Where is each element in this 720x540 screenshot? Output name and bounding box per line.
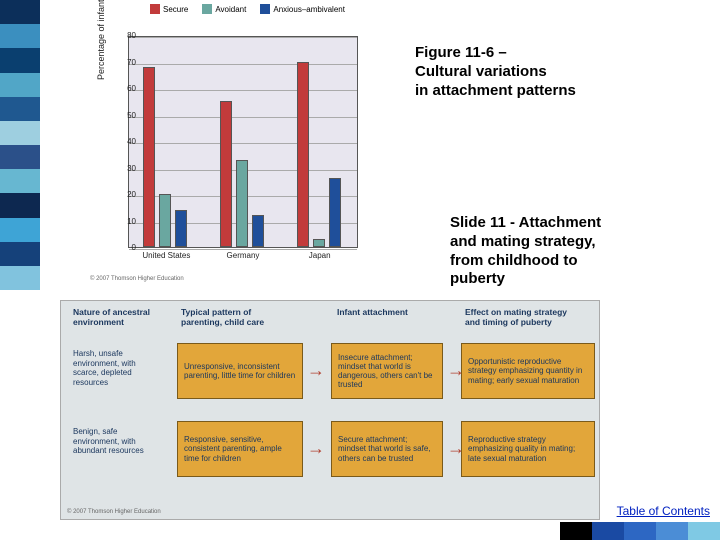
xlabel: Japan: [281, 251, 358, 260]
diagram-cell: Unresponsive, inconsistent parenting, li…: [177, 343, 303, 399]
caption1-line1: Figure 11-6 –: [415, 44, 507, 61]
caption2-line2: and mating strategy,: [450, 233, 596, 250]
ytick: 20: [114, 190, 136, 199]
caption2-line4: puberty: [450, 270, 505, 287]
diagram-row-label: Harsh, unsafe environment, with scarce, …: [73, 349, 163, 387]
bar-Japan-Secure: [297, 62, 309, 248]
bar-United States-Avoidant: [159, 194, 171, 247]
arrow-icon: →: [307, 361, 325, 379]
ytick: 60: [114, 84, 136, 93]
chart-legend: Secure Avoidant Anxious–ambivalent: [150, 4, 345, 14]
legend-item: Avoidant: [202, 4, 246, 14]
ytick: 10: [114, 217, 136, 226]
legend-item: Anxious–ambivalent: [260, 4, 345, 14]
diagram-cell: Reproductive strategy emphasizing qualit…: [461, 421, 595, 477]
diagram-cell: Secure attachment; mindset that world is…: [331, 421, 443, 477]
diagram-header: Effect on mating strategyand timing of p…: [465, 307, 595, 327]
legend-item: Secure: [150, 4, 188, 14]
arrow-icon: →: [307, 439, 325, 457]
bar-Japan-Anxious–ambivalent: [329, 178, 341, 247]
ytick: 40: [114, 137, 136, 146]
caption2-line1: Slide 11 - Attachment: [450, 214, 601, 231]
diagram-header: Nature of ancestralenvironment: [73, 307, 163, 327]
caption2-line3: from childhood to: [450, 252, 577, 269]
diagram-cell: Opportunistic reproductive strategy emph…: [461, 343, 595, 399]
xlabel: United States: [128, 251, 205, 260]
figure-caption-1: Figure 11-6 – Cultural variations in att…: [415, 44, 655, 100]
diagram-copyright: © 2007 Thomson Higher Education: [67, 509, 161, 515]
caption1-line2: Cultural variations: [415, 63, 547, 80]
ytick: 80: [114, 31, 136, 40]
diagram-cell: Insecure attachment; mindset that world …: [331, 343, 443, 399]
ytick: 50: [114, 111, 136, 120]
diagram-row-label: Benign, safe environment, with abundant …: [73, 427, 163, 456]
left-decorative-stripe: [0, 0, 40, 290]
bar-United States-Secure: [143, 67, 155, 247]
bar-Germany-Anxious–ambivalent: [252, 215, 264, 247]
chart-plot-area: [128, 36, 358, 248]
bar-Germany-Secure: [220, 101, 232, 247]
attachment-chart: Secure Avoidant Anxious–ambivalent Percent…: [90, 0, 370, 290]
mating-strategy-diagram: © 2007 Thomson Higher Education Nature o…: [60, 300, 600, 520]
bottom-color-bar: [560, 522, 720, 540]
table-of-contents-link[interactable]: Table of Contents: [617, 504, 710, 518]
ytick: 70: [114, 58, 136, 67]
diagram-header: Typical pattern ofparenting, child care: [181, 307, 301, 327]
figure-caption-2: Slide 11 - Attachment and mating strateg…: [450, 214, 680, 289]
diagram-header: Infant attachment: [337, 307, 447, 317]
bar-Japan-Avoidant: [313, 239, 325, 247]
xlabel: Germany: [205, 251, 282, 260]
bar-United States-Anxious–ambivalent: [175, 210, 187, 247]
ytick: 30: [114, 164, 136, 173]
chart-ylabel: Percentage of infants: [96, 0, 106, 80]
chart-copyright: © 2007 Thomson Higher Education: [90, 276, 184, 282]
caption1-line3: in attachment patterns: [415, 82, 576, 99]
bar-Germany-Avoidant: [236, 160, 248, 247]
diagram-cell: Responsive, sensitive, consistent parent…: [177, 421, 303, 477]
